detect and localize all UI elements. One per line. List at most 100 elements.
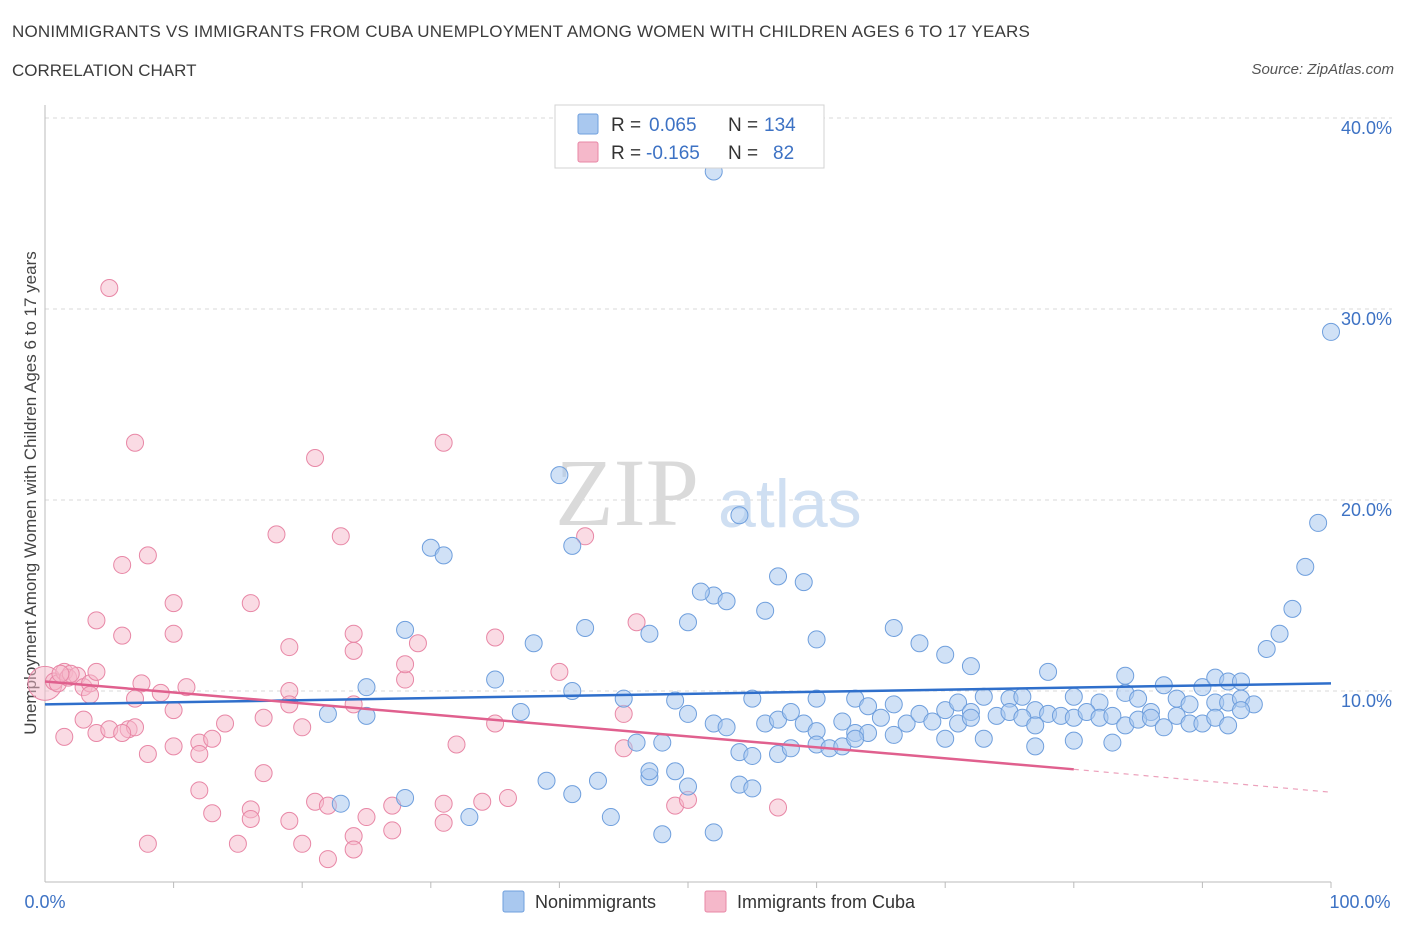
data-point-nonimmigrants <box>884 725 903 744</box>
data-point-immigrants-from-cuba <box>55 727 74 746</box>
data-point-immigrants-from-cuba <box>498 788 517 807</box>
watermark-zip: ZIP <box>555 439 699 546</box>
data-point-nonimmigrants <box>666 762 685 781</box>
data-point-immigrants-from-cuba <box>280 695 299 714</box>
data-point-nonimmigrants <box>1231 701 1250 720</box>
data-point-nonimmigrants <box>679 777 697 796</box>
data-point-nonimmigrants <box>563 785 582 804</box>
trend-line-immigrants-from-cuba <box>44 680 1074 771</box>
x-tick-label-min: 0.0% <box>24 892 65 912</box>
data-point-immigrants-from-cuba <box>383 821 402 840</box>
data-point-nonimmigrants <box>1154 718 1173 737</box>
data-point-nonimmigrants <box>769 567 788 586</box>
legend-r-value-1: 0.065 <box>649 115 697 136</box>
data-point-nonimmigrants <box>1257 639 1276 658</box>
data-point-nonimmigrants <box>524 634 543 653</box>
data-point-immigrants-from-cuba <box>241 809 260 828</box>
data-point-nonimmigrants <box>897 714 916 733</box>
data-point-nonimmigrants <box>640 762 659 781</box>
data-point-immigrants-from-cuba <box>190 745 209 764</box>
data-point-nonimmigrants <box>923 712 942 731</box>
data-point-immigrants-from-cuba <box>126 689 145 708</box>
trend-line-immigrants-from-cuba-extrapolated <box>1073 768 1332 793</box>
data-point-nonimmigrants <box>653 733 672 752</box>
data-point-nonimmigrants <box>1322 322 1340 341</box>
data-point-immigrants-from-cuba <box>164 594 183 613</box>
data-point-immigrants-from-cuba <box>87 611 106 630</box>
data-point-nonimmigrants <box>743 689 762 708</box>
data-point-immigrants-from-cuba <box>254 708 273 727</box>
chart-subtitle: CORRELATION CHART <box>12 61 197 80</box>
data-point-immigrants-from-cuba <box>138 834 157 853</box>
data-point-immigrants-from-cuba <box>357 808 376 827</box>
data-point-nonimmigrants <box>717 718 736 737</box>
legend-r-value-2: -0.165 <box>646 143 700 164</box>
data-point-immigrants-from-cuba <box>203 804 222 823</box>
data-point-nonimmigrants <box>884 695 903 714</box>
watermark: ZIP atlas <box>555 439 862 546</box>
data-point-immigrants-from-cuba <box>473 792 492 811</box>
data-point-nonimmigrants <box>1180 695 1199 714</box>
data-point-nonimmigrants <box>627 733 646 752</box>
data-point-nonimmigrants <box>807 689 826 708</box>
data-point-nonimmigrants <box>781 739 800 758</box>
data-point-nonimmigrants <box>859 697 878 716</box>
data-point-immigrants-from-cuba <box>228 834 247 853</box>
data-point-immigrants-from-cuba <box>280 638 299 657</box>
data-point-nonimmigrants <box>794 573 813 592</box>
watermark-atlas: atlas <box>718 466 862 542</box>
data-point-immigrants-from-cuba <box>344 840 363 859</box>
data-point-immigrants-from-cuba <box>254 764 273 783</box>
x-ticks <box>173 882 1332 888</box>
data-point-nonimmigrants <box>884 618 903 637</box>
y-tick-label: 40.0% <box>1341 118 1392 138</box>
data-point-nonimmigrants <box>1219 716 1238 735</box>
y-axis-label: Unemployment Among Women with Children A… <box>21 251 40 735</box>
legend-r-label-1: R = <box>611 115 641 136</box>
y-tick-label: 20.0% <box>1341 500 1392 520</box>
data-point-immigrants-from-cuba <box>614 704 633 723</box>
data-point-nonimmigrants <box>653 825 672 844</box>
data-point-nonimmigrants <box>550 466 569 485</box>
data-point-nonimmigrants <box>1026 737 1045 756</box>
data-point-nonimmigrants <box>614 689 633 708</box>
data-point-immigrants-from-cuba <box>396 670 415 689</box>
data-point-nonimmigrants <box>588 771 607 790</box>
legend-swatch-nonimmigrants <box>577 113 599 135</box>
legend-n-value-1: 134 <box>764 115 796 136</box>
data-point-nonimmigrants <box>1103 706 1122 725</box>
data-point-nonimmigrants <box>1231 672 1250 691</box>
data-point-nonimmigrants <box>1013 687 1032 706</box>
data-point-immigrants-from-cuba <box>434 433 453 452</box>
data-point-immigrants-from-cuba <box>447 735 466 754</box>
data-point-nonimmigrants <box>679 613 697 632</box>
legend-swatch-immigrants-from-cuba <box>577 141 599 163</box>
legend-n-value-2: 82 <box>773 143 794 164</box>
data-point-immigrants-from-cuba <box>138 546 157 565</box>
data-point-immigrants-from-cuba <box>164 701 183 720</box>
data-point-nonimmigrants <box>396 620 415 639</box>
data-point-nonimmigrants <box>679 704 697 723</box>
data-point-immigrants-from-cuba <box>74 710 93 729</box>
data-point-immigrants-from-cuba <box>216 714 235 733</box>
data-point-immigrants-from-cuba <box>113 724 132 743</box>
data-point-immigrants-from-cuba <box>203 729 222 748</box>
data-point-nonimmigrants <box>537 771 556 790</box>
data-point-nonimmigrants <box>961 657 980 676</box>
data-point-nonimmigrants <box>1296 557 1315 576</box>
data-point-nonimmigrants <box>640 624 659 643</box>
data-point-nonimmigrants <box>1283 599 1302 618</box>
data-point-nonimmigrants <box>1064 731 1083 750</box>
data-point-nonimmigrants <box>1039 662 1058 681</box>
data-point-nonimmigrants <box>846 729 865 748</box>
bottom-legend: Nonimmigrants Immigrants from Cuba <box>502 890 916 913</box>
data-point-immigrants-from-cuba <box>486 714 505 733</box>
data-point-immigrants-from-cuba <box>190 781 209 800</box>
data-point-immigrants-from-cuba <box>126 433 145 452</box>
data-point-nonimmigrants <box>756 601 775 620</box>
data-point-nonimmigrants <box>1129 689 1148 708</box>
data-point-nonimmigrants <box>807 630 826 649</box>
bottom-legend-swatch-immigrants-from-cuba <box>704 890 727 913</box>
data-point-immigrants-from-cuba <box>51 664 70 683</box>
